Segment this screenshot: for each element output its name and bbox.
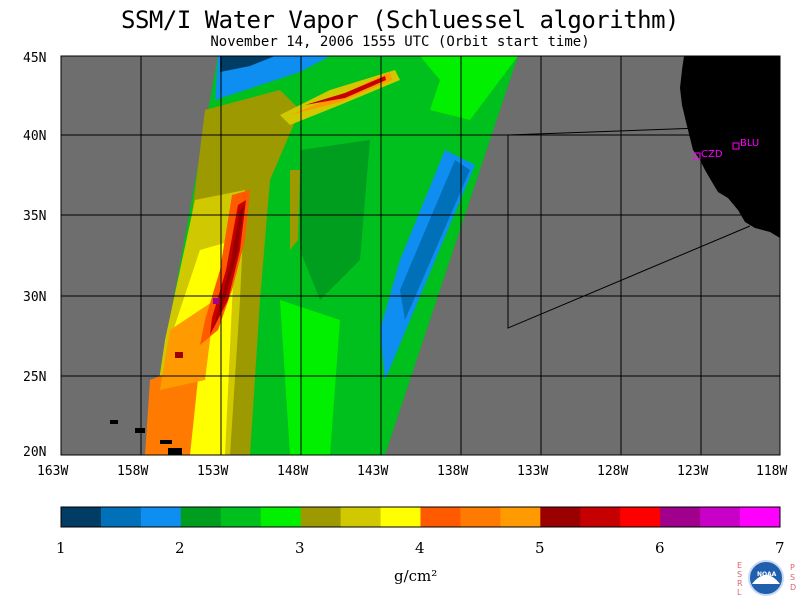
colorbar-swatch [580,507,621,527]
study-domain-outline [507,127,751,329]
site-marker-blu [732,142,740,150]
site-marker-czd [693,152,701,160]
colorbar-swatch [460,507,501,527]
logo-letter: R [737,579,743,588]
lon-label: 143W [357,464,388,479]
colorbar-swatch [260,507,302,527]
site-markers: CZD BLU [693,138,759,160]
land-layer [110,56,780,455]
noaa-logo: NOAA E S R L P S D [737,560,796,597]
colorbar-swatch [140,507,182,527]
ar-north-orange [290,72,392,115]
logo-letter: S [790,573,795,582]
noaa-logo-gull [752,575,780,584]
swath-layer [145,56,518,455]
colorbar-swatch [300,507,342,527]
logo-letter: S [737,570,742,579]
site-label-czd: CZD [701,149,723,160]
colorbar-tick-label: 2 [175,539,185,557]
island-hawaii [168,448,182,455]
lon-label: 158W [117,464,148,479]
lon-label: 148W [277,464,308,479]
colorbar-swatch [340,507,382,527]
swath-brightgreen-south [280,300,340,455]
colorbar-swatch [660,507,701,527]
lat-label: 45N [23,51,46,66]
page-subtitle: November 14, 2006 1555 UTC (Orbit start … [210,34,590,50]
colorbar-tick-label: 5 [535,539,545,557]
lat-label: 30N [23,290,46,305]
colorbar-tick-label: 6 [655,539,665,557]
colorbar-swatch [100,507,142,527]
colorbar-swatch [180,507,222,527]
logo-letter: P [790,563,795,572]
swath-olive-streak [290,170,300,250]
lon-label: 153W [197,464,228,479]
swath-brightgreen-ne [420,56,518,120]
colorbar-unit: g/cm² [394,567,438,585]
ar-core-purple [213,298,219,304]
colorbar-swatch [61,507,102,527]
swath-darkblue-top [220,56,275,72]
swath-lightorange [160,300,215,390]
land-california [680,56,780,238]
lon-label: 123W [677,464,708,479]
logo-letter: L [737,588,742,597]
swath-medblue-east [400,160,470,320]
ar-core-darkred [214,206,244,328]
lon-label: 128W [597,464,628,479]
lat-label: 25N [23,370,46,385]
lon-label: 138W [437,464,468,479]
lon-label: 163W [37,464,68,479]
colorbar-tick-label: 1 [56,539,66,557]
colorbar-swatch [700,507,741,527]
lat-label: 40N [23,129,46,144]
page-title: SSM/I Water Vapor (Schluessel algorithm) [121,6,679,34]
lon-label: 133W [517,464,548,479]
colorbar-swatch [540,507,581,527]
site-label-blu: BLU [740,138,759,149]
colorbar-swatch [380,507,421,527]
colorbar-tick-label: 7 [775,539,785,557]
ar-spot-south [175,352,183,358]
colorbar-swatch [500,507,541,527]
colorbar-swatch [420,507,461,527]
graticule [60,55,781,456]
colorbar-tick-label: 4 [415,539,425,557]
colorbar-swatch [620,507,661,527]
island-maui [160,440,172,444]
island-kauai [110,420,118,424]
island-oahu [135,428,145,433]
colorbar-swatch [740,507,781,527]
logo-letter: E [737,561,742,570]
lat-label: 35N [23,209,46,224]
noaa-logo-text: NOAA [757,571,777,578]
colorbar-frame [60,506,781,528]
lon-label: 118W [756,464,787,479]
colorbar-swatch [220,507,262,527]
colorbar-tick-labels: 1 2 3 4 5 6 7 [56,539,785,557]
colorbar [61,507,781,527]
colorbar-tick-label: 3 [295,539,305,557]
swath-darkgreen-interior [300,140,370,300]
latitude-labels: 45N 40N 35N 30N 25N 20N [23,51,46,460]
logo-letter: D [790,583,796,592]
lat-label: 20N [23,445,46,460]
longitude-labels: 163W 158W 153W 148W 143W 138W 133W 128W … [37,464,787,479]
